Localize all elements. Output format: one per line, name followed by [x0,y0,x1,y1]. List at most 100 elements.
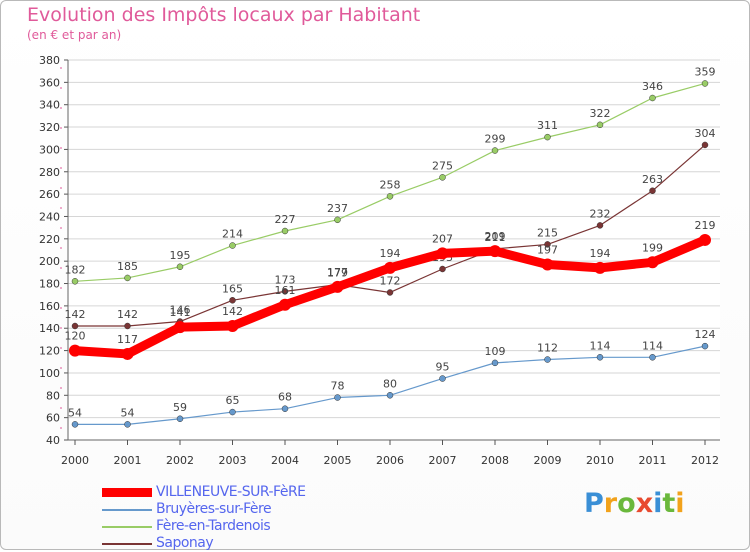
legend-item: Bruyères-sur-Fère [102,501,306,518]
x-tick-label: 2005 [324,454,352,467]
data-label: 68 [278,391,292,404]
x-tick-label: 2001 [114,454,142,467]
chart-subtitle: (en € et par an) [27,28,122,42]
data-point [596,121,604,129]
logo-letter: x [635,488,654,519]
data-label: 194 [380,247,401,260]
data-label: 207 [432,232,453,245]
y-tick-label: 160 [39,300,60,313]
logo-letter: t [662,488,676,519]
data-label: 117 [117,333,138,346]
x-tick-label: 2009 [534,454,562,467]
data-point [124,274,131,282]
data-point [649,187,656,195]
data-label: 165 [222,282,243,295]
x-tick-label: 2004 [271,454,299,467]
x-tick-label: 2006 [376,454,404,467]
data-point [384,261,396,274]
data-label: 209 [485,230,506,243]
data-label: 211 [485,231,506,244]
x-tick-label: 2002 [166,454,194,467]
data-point [544,241,551,248]
legend-swatch [102,542,152,545]
data-point [596,354,604,361]
data-point [544,356,551,363]
x-tick-label: 2008 [481,454,509,467]
data-label: 146 [170,304,191,317]
y-tick-label: 180 [39,278,60,291]
logo-letter: i [675,488,685,519]
data-label: 177 [327,266,348,279]
data-label: 78 [331,380,345,393]
data-label: 194 [590,247,611,260]
data-label: 304 [695,127,716,140]
x-tick-label: 2012 [691,454,719,467]
data-point [229,242,236,249]
data-point [544,133,551,141]
data-point [436,247,449,260]
data-label: 214 [222,228,243,241]
legend-label: VILLENEUVE-SUR-FèRE [156,484,306,500]
data-point [281,288,289,295]
data-point [646,256,659,269]
data-label: 263 [642,173,663,186]
data-point [491,147,499,154]
data-point [279,298,291,311]
data-point [701,342,709,350]
data-label: 109 [485,345,506,358]
data-point [176,415,184,423]
data-label: 258 [380,178,401,191]
y-tick-label: 40 [46,434,60,447]
data-label: 124 [695,328,716,341]
data-point [229,297,236,304]
data-label: 219 [695,219,716,232]
data-label: 142 [222,305,243,318]
data-point [124,322,131,330]
y-tick-label: 340 [39,99,60,112]
data-point [71,322,79,330]
plot-area [68,60,720,440]
data-point [281,227,289,235]
data-point [491,359,499,367]
y-tick-label: 200 [39,255,60,268]
data-label: 173 [275,273,296,286]
y-tick-label: 80 [46,389,60,402]
data-label: 322 [590,107,611,120]
data-point [334,394,341,401]
data-point [71,421,79,428]
y-tick-label: 380 [39,54,60,67]
data-label: 112 [537,342,558,355]
data-label: 199 [642,241,663,254]
logo-letter: i [653,488,663,519]
y-tick-label: 120 [39,345,60,358]
data-label: 54 [68,406,82,419]
y-tick-label: 140 [39,322,60,335]
data-point [386,392,394,399]
data-label: 359 [695,65,716,78]
legend-label: Bruyères-sur-Fère [156,501,272,517]
data-label: 182 [65,263,86,276]
data-label: 311 [537,119,558,132]
data-point [386,193,394,200]
data-point [649,354,656,361]
data-label: 232 [590,207,611,220]
data-label: 54 [121,406,135,419]
data-point [489,245,501,258]
data-label: 59 [173,401,187,414]
data-point [439,375,446,382]
y-tick-label: 320 [39,121,60,134]
data-label: 114 [590,339,611,352]
legend: VILLENEUVE-SUR-FèRE Bruyères-sur-Fère Fè… [102,484,306,552]
data-label: 161 [275,284,296,297]
data-point [541,258,554,271]
data-label: 142 [65,308,86,321]
data-label: 80 [383,377,397,390]
x-tick-label: 2007 [429,454,457,467]
data-label: 65 [226,394,240,407]
y-tick-label: 220 [39,233,60,246]
data-point [596,222,604,229]
data-label: 114 [642,339,663,352]
data-point [701,141,709,149]
data-point [226,320,239,332]
